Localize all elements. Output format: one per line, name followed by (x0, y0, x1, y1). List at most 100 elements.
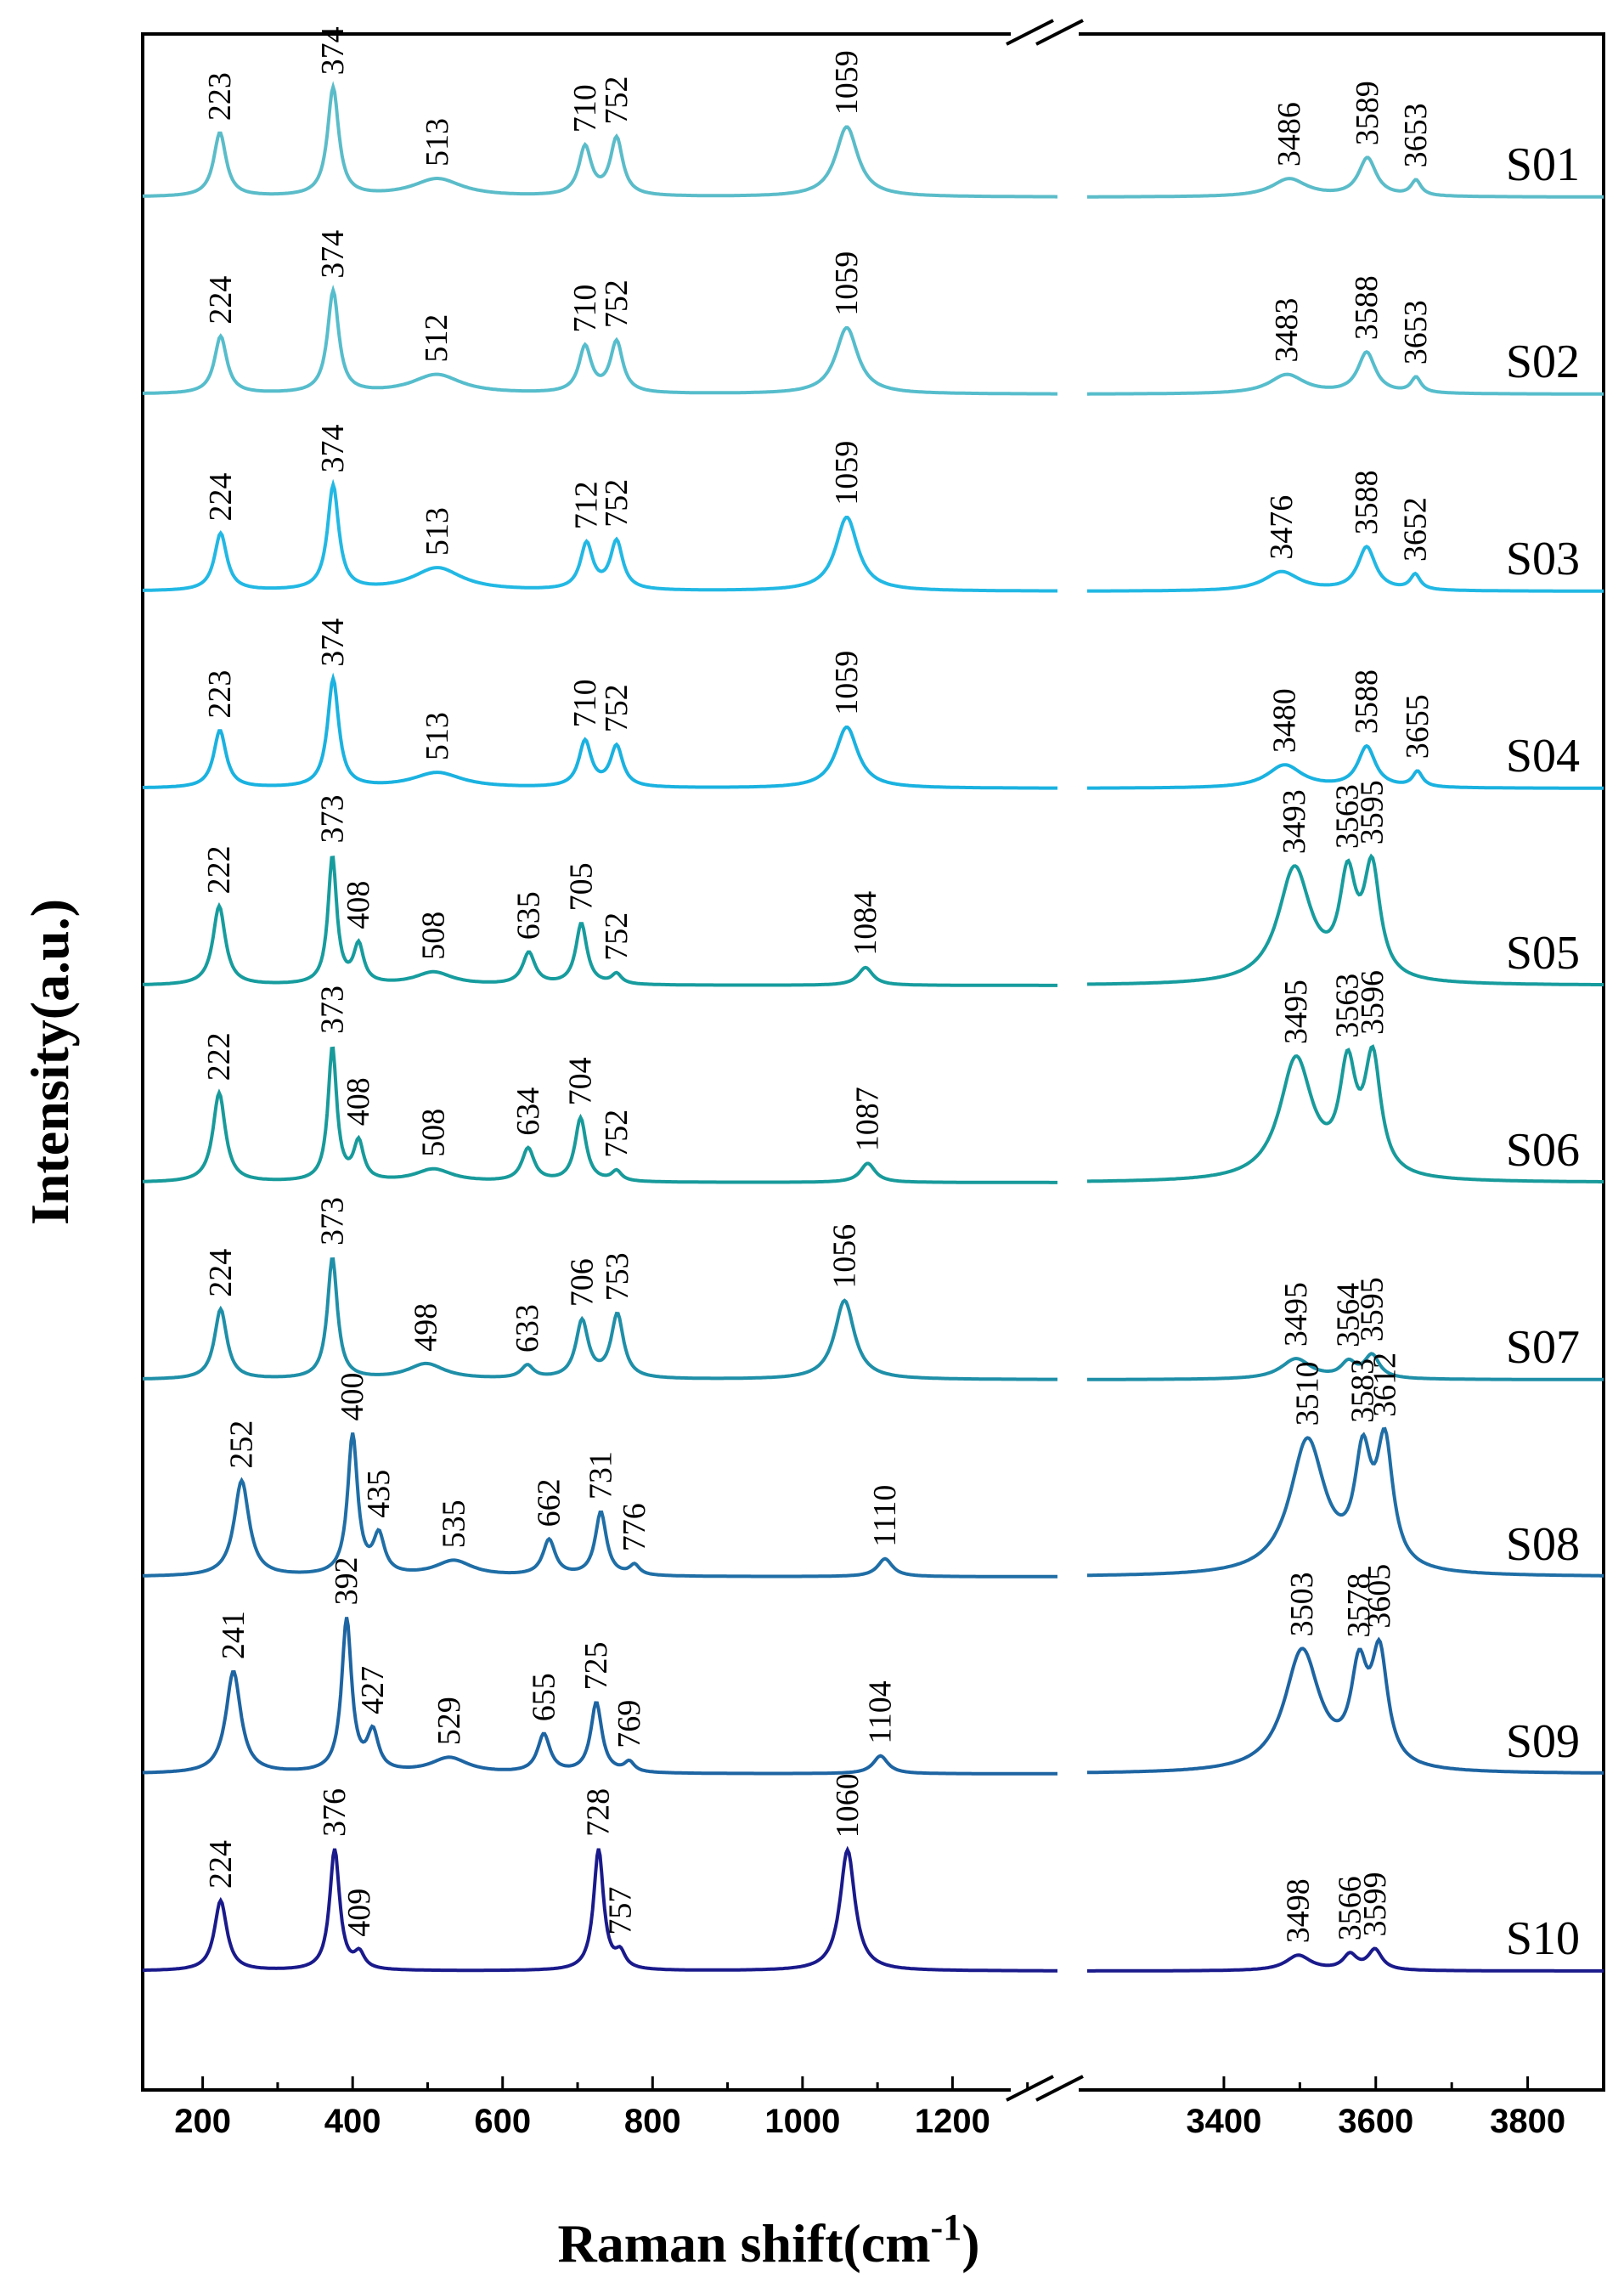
peak-label: 752 (599, 479, 634, 528)
peak-label: 392 (329, 1557, 364, 1606)
sample-label: S01 (1506, 138, 1580, 191)
peak-label: 3599 (1357, 1872, 1393, 1937)
peak-label: 3583 (1345, 1358, 1381, 1423)
peak-label: 223 (202, 670, 238, 719)
peak-label: 712 (569, 481, 605, 529)
peak-label: 752 (599, 280, 634, 328)
sample-label: S10 (1506, 1912, 1580, 1965)
x-axis-title: Raman shift(cm-1) (557, 2206, 979, 2273)
peak-label: 408 (341, 1077, 376, 1126)
peak-label: 1084 (848, 891, 883, 956)
peak-label: 3588 (1349, 669, 1384, 734)
spectrum-line-low (143, 1046, 1057, 1184)
peak-label: 3655 (1400, 694, 1435, 759)
peak-label: 704 (563, 1057, 599, 1105)
x-tick-label: 400 (324, 2103, 381, 2140)
x-tick-label: 3600 (1338, 2103, 1413, 2140)
peak-label: 223 (202, 72, 238, 121)
x-tick-label: 600 (474, 2103, 531, 2140)
sample-label: S05 (1506, 927, 1580, 980)
peak-label: 635 (511, 891, 547, 940)
peak-label: 252 (224, 1420, 260, 1469)
spectrum-line-high (1086, 853, 1604, 986)
peak-label: 1059 (829, 441, 865, 505)
spectrum-line-low (142, 81, 1057, 199)
y-axis-title: Intensity(a.u.) (20, 899, 80, 1225)
peak-label: 3476 (1264, 495, 1300, 560)
peak-label: 752 (599, 912, 634, 961)
peak-label: 3653 (1398, 300, 1434, 364)
spectrum-line-low (143, 478, 1057, 593)
x-tick-label: 1000 (764, 2103, 840, 2140)
sample-label: S03 (1506, 533, 1580, 585)
peak-label: 3566 (1332, 1876, 1367, 1940)
spectrum-line-high (1087, 545, 1604, 593)
sample-label: S06 (1506, 1124, 1580, 1177)
peak-label: 435 (361, 1470, 397, 1518)
peak-label: 634 (510, 1087, 546, 1136)
peak-label: 374 (315, 618, 351, 667)
peak-label: 409 (341, 1889, 377, 1937)
peak-label: 222 (201, 845, 237, 894)
spectrum-line-high (1087, 1636, 1604, 1775)
peak-label: 3652 (1397, 497, 1433, 562)
peak-label: 508 (416, 1109, 452, 1157)
peak-label: 1056 (826, 1224, 862, 1289)
peak-label: 400 (335, 1373, 370, 1421)
spectrum-line-low (142, 1617, 1057, 1776)
peak-label: 1059 (829, 50, 865, 115)
x-tick-label: 800 (624, 2103, 681, 2140)
peak-label: 1059 (829, 651, 865, 715)
peak-label: 3483 (1269, 298, 1305, 363)
peak-label: 222 (201, 1032, 237, 1081)
peak-label: 374 (315, 26, 351, 75)
peak-label: 512 (419, 314, 454, 363)
peak-label: 3605 (1362, 1564, 1397, 1629)
spectrum-line-high (1087, 1352, 1604, 1381)
x-tick-label: 3800 (1490, 2103, 1565, 2140)
peak-label: 753 (600, 1252, 635, 1301)
peak-label: 498 (409, 1303, 444, 1352)
spectrum-line-high (1087, 155, 1604, 199)
peak-label: 3495 (1278, 1282, 1314, 1347)
sample-label: S09 (1506, 1715, 1580, 1768)
peak-label: 3495 (1278, 980, 1314, 1044)
x-tick-label: 1200 (915, 2103, 990, 2140)
peak-label: 374 (315, 230, 351, 279)
spectrum-line-high (1087, 349, 1604, 396)
spectrum-line-low (143, 1257, 1057, 1381)
peak-label: 710 (567, 285, 603, 333)
peak-label: 3498 (1281, 1878, 1317, 1943)
peak-label: 776 (617, 1503, 652, 1551)
peak-label: 224 (203, 276, 239, 325)
peak-label: 655 (526, 1673, 561, 1721)
peak-label: 752 (599, 684, 634, 732)
peak-label: 3588 (1349, 470, 1384, 534)
x-tick-label: 3400 (1186, 2103, 1261, 2140)
peak-label: 513 (420, 712, 455, 760)
peak-label: 373 (314, 1197, 350, 1245)
peak-label: 1110 (867, 1485, 903, 1547)
peak-label: 710 (567, 84, 603, 133)
peak-label: 3503 (1284, 1572, 1320, 1636)
axis-break-bottom (1006, 2075, 1084, 2102)
peak-label: 752 (599, 1110, 634, 1158)
sample-label: S08 (1506, 1518, 1580, 1571)
spectrum-line-low (142, 672, 1057, 790)
peak-label: 3510 (1289, 1361, 1325, 1426)
spectrum-line-low (143, 856, 1057, 987)
peak-label: 706 (564, 1258, 600, 1307)
x-tick-label: 200 (174, 2103, 231, 2140)
peak-label: 3493 (1277, 789, 1312, 854)
spectrum-line-low (142, 1432, 1057, 1579)
spectrum-line-high (1087, 1946, 1604, 1973)
axis-break-top (1006, 19, 1084, 46)
